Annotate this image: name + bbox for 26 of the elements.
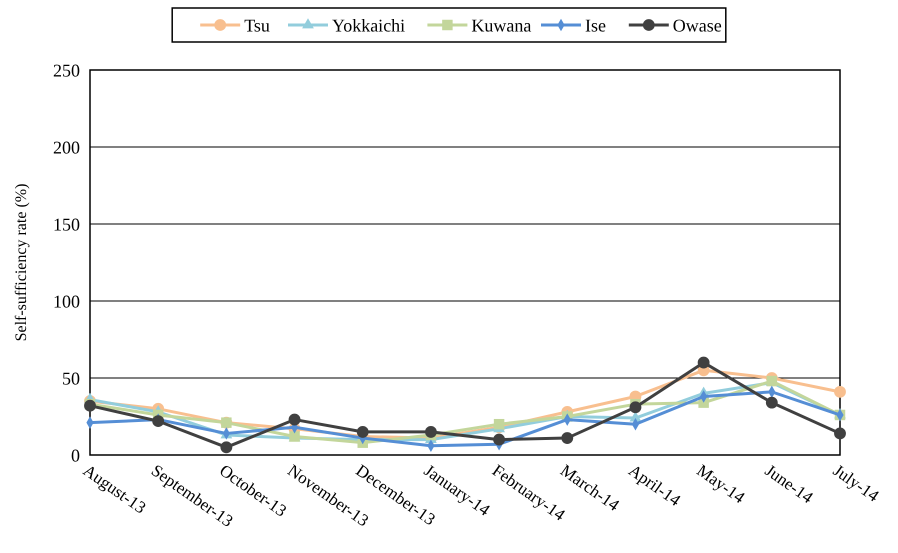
legend-label: Ise: [585, 15, 606, 36]
legend-label: Yokkaichi: [332, 15, 406, 36]
y-tick-label: 200: [53, 137, 80, 158]
y-tick-label: 250: [53, 60, 80, 80]
legend-label: Tsu: [244, 15, 270, 36]
point: [356, 426, 369, 438]
legend-label: Kuwana: [471, 15, 532, 36]
y-tick-label: 0: [71, 445, 80, 466]
point: [561, 432, 574, 444]
y-tick-label: 100: [53, 291, 80, 312]
point: [834, 428, 846, 440]
y-axis-title: Self-sufficiency rate (%): [13, 184, 30, 342]
point: [152, 415, 164, 428]
point: [288, 414, 300, 426]
point: [494, 418, 504, 430]
point: [493, 434, 506, 446]
legend-label: Owase: [672, 15, 722, 36]
y-tick-label: 50: [62, 368, 80, 388]
y-tick-label: 150: [53, 214, 80, 234]
point: [220, 441, 232, 454]
point: [834, 386, 846, 398]
point: [766, 396, 778, 409]
point: [424, 426, 437, 438]
point: [698, 356, 710, 369]
point: [84, 400, 96, 412]
point: [630, 401, 642, 414]
